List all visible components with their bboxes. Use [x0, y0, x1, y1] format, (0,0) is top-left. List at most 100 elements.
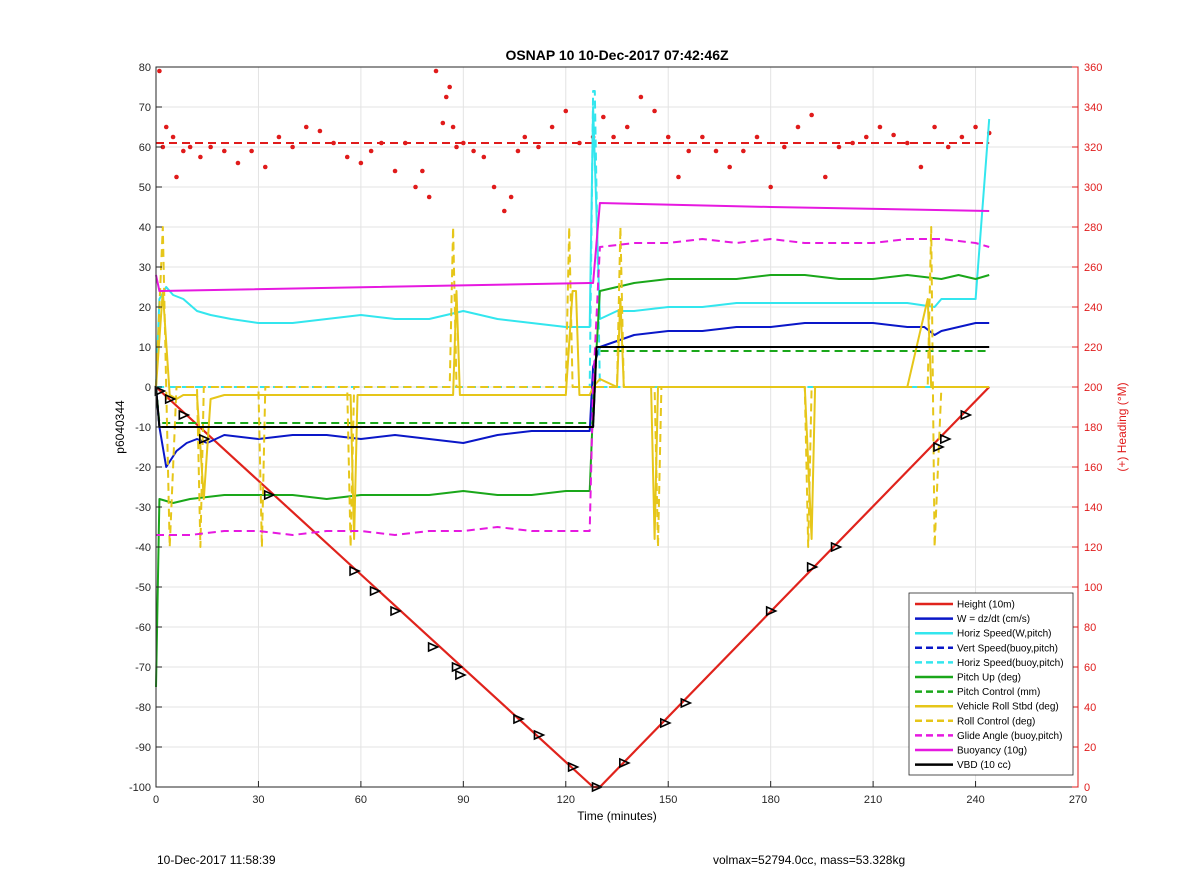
y-axis-left: -100-90-80-70-60-50-40-30-20-10010203040… — [129, 62, 162, 794]
heading-point-32 — [454, 144, 459, 150]
y2-tick-label-1: 20 — [1084, 742, 1096, 754]
y2-tick-label-17: 340 — [1084, 102, 1102, 114]
dive-marker-2 — [178, 409, 191, 421]
legend: Height (10m) W = dz/dt (cm/s) Horiz Speed(… — [908, 592, 1074, 776]
y-tick-label-12: 20 — [139, 302, 151, 314]
dive-marker-7 — [390, 605, 403, 617]
legend-label-3: Vert Speed(buoy,pitch) — [957, 643, 1058, 654]
heading-point-59 — [768, 184, 773, 190]
x-tick-label-3: 90 — [457, 794, 469, 806]
heading-point-25 — [420, 168, 425, 174]
y2-tick-label-15: 300 — [1084, 182, 1102, 194]
heading-point-41 — [536, 144, 541, 150]
heading-point-0 — [157, 68, 162, 74]
heading-point-67 — [877, 124, 883, 130]
dive-marker-21 — [933, 441, 945, 453]
heading-point-43 — [563, 108, 569, 114]
heading-point-62 — [809, 112, 814, 118]
dive-marker-1 — [164, 393, 177, 405]
heading-point-39 — [515, 148, 521, 154]
heading-point-61 — [795, 124, 801, 130]
heading-point-54 — [700, 134, 705, 140]
heading-point-69 — [904, 140, 910, 146]
chart-title: OSNAP 10 10-Dec-2017 07:42:46Z — [505, 47, 729, 63]
heading-point-58 — [754, 134, 760, 140]
heading-point-73 — [959, 134, 965, 140]
dive-marker-0 — [154, 385, 167, 397]
y-tick-label-17: 70 — [139, 102, 151, 114]
y-tick-label-6: -40 — [135, 542, 151, 554]
y2-tick-label-18: 360 — [1084, 62, 1102, 74]
dive-marker-16 — [660, 717, 672, 729]
legend-label-4: Horiz Speed(buoy,pitch) — [957, 658, 1064, 669]
y2-tick-label-7: 140 — [1084, 502, 1102, 514]
heading-point-17 — [331, 140, 336, 146]
series-line-1 — [155, 322, 990, 468]
legend-label-6: Pitch Control (mm) — [957, 687, 1040, 698]
y2-tick-label-14: 280 — [1084, 222, 1102, 234]
heading-point-11 — [249, 148, 254, 154]
heading-point-55 — [713, 148, 719, 154]
x-tick-label-7: 210 — [864, 794, 882, 806]
dive-marker-17 — [680, 697, 693, 709]
y2-tick-label-6: 120 — [1084, 542, 1102, 554]
heading-point-50 — [652, 108, 657, 114]
heading-point-31 — [450, 124, 456, 130]
y-tick-label-8: -20 — [135, 462, 151, 474]
legend-label-0: Height (10m) — [957, 600, 1015, 611]
legend-label-8: Roll Control (deg) — [957, 716, 1035, 727]
y2-tick-label-3: 60 — [1084, 662, 1096, 674]
heading-point-24 — [413, 184, 418, 190]
series-line-8 — [155, 226, 990, 548]
y-tick-label-5: -50 — [135, 582, 151, 594]
footer-timestamp: 10-Dec-2017 11:58:39 — [157, 853, 276, 867]
y2-tick-label-10: 200 — [1084, 382, 1102, 394]
legend-label-9: Glide Angle (buoy,pitch) — [957, 731, 1062, 742]
heading-point-14 — [290, 144, 295, 150]
heading-point-57 — [741, 148, 746, 154]
x-tick-label-1: 30 — [252, 794, 264, 806]
heading-point-52 — [676, 174, 681, 180]
series-line-11 — [155, 346, 990, 428]
heading-point-29 — [443, 94, 449, 100]
heading-point-60 — [782, 144, 787, 150]
dive-marker-11 — [513, 713, 525, 725]
heading-point-28 — [440, 120, 446, 126]
dive-marker-9 — [451, 661, 464, 673]
y2-tick-label-11: 220 — [1084, 342, 1102, 354]
y2-tick-label-4: 80 — [1084, 622, 1096, 634]
legend-label-1: W = dz/dt (cm/s) — [957, 614, 1030, 625]
heading-point-47 — [611, 134, 616, 140]
legend-label-11: VBD (10 cc) — [957, 760, 1011, 771]
y-tick-label-9: -10 — [135, 422, 151, 434]
heading-point-40 — [522, 134, 528, 140]
y2-tick-label-9: 180 — [1084, 422, 1102, 434]
heading-point-12 — [262, 164, 268, 170]
y2-tick-label-8: 160 — [1084, 462, 1102, 474]
dive-marker-8 — [427, 641, 440, 653]
heading-point-72 — [945, 144, 951, 150]
heading-point-22 — [392, 168, 398, 174]
heading-point-3 — [170, 134, 176, 140]
heading-point-20 — [368, 148, 374, 154]
heading-point-2 — [163, 124, 169, 130]
y-tick-label-4: -60 — [135, 622, 151, 634]
footer-volmax-mass: volmax=52794.0cc, mass=53.328kg — [713, 853, 906, 867]
heading-point-46 — [601, 114, 606, 120]
x-tick-label-5: 150 — [659, 794, 677, 806]
heading-point-70 — [918, 164, 924, 170]
heading-point-74 — [973, 124, 978, 130]
y-tick-label-18: 80 — [139, 62, 151, 74]
heading-point-16 — [317, 128, 323, 134]
y2-tick-label-2: 40 — [1084, 702, 1096, 714]
series-line-10 — [155, 202, 990, 292]
dive-marker-23 — [960, 409, 973, 421]
heading-point-15 — [303, 124, 309, 130]
y-tick-label-11: 10 — [139, 342, 151, 354]
heading-point-68 — [891, 132, 896, 138]
y-tick-label-7: -30 — [135, 502, 151, 514]
heading-point-19 — [358, 160, 364, 166]
dive-marker-20 — [830, 541, 843, 553]
heading-point-23 — [402, 140, 408, 146]
